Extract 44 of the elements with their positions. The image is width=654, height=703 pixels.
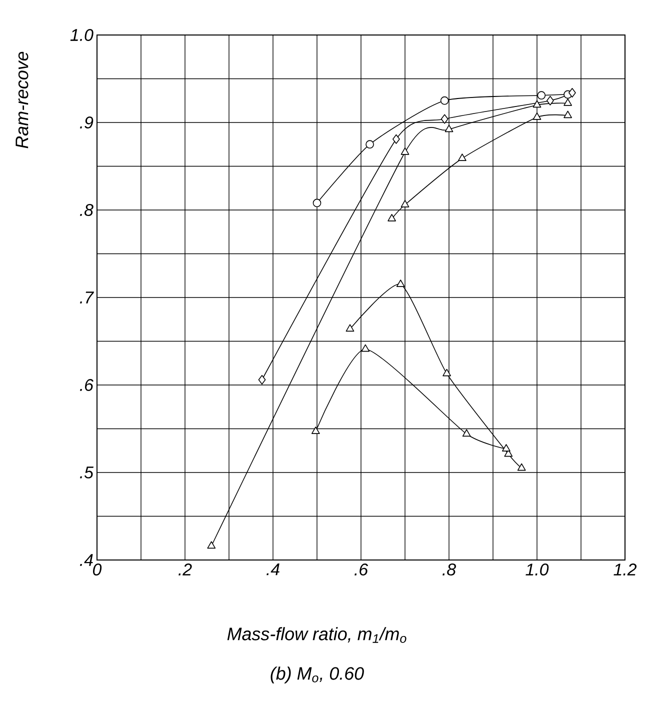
- point: [207, 541, 216, 549]
- point: [532, 100, 542, 108]
- x-tick-label: .2: [178, 564, 192, 576]
- point: [392, 134, 400, 144]
- x-tick-label: .6: [354, 564, 368, 576]
- point: [537, 91, 546, 100]
- y-tick-label: 1.0: [70, 28, 94, 41]
- point: [346, 324, 354, 332]
- point: [564, 98, 572, 106]
- y-tick-label: .6: [80, 379, 94, 391]
- point: [440, 96, 449, 105]
- y-tick-label: .9: [80, 116, 94, 128]
- y-tick-label: .5: [80, 466, 94, 478]
- point: [462, 429, 471, 437]
- point: [568, 88, 576, 98]
- x-axis-title: Mass-flow ratio, m$_{1}$/m$_{o}$: [227, 627, 406, 643]
- x-tick-label: .4: [266, 564, 280, 576]
- point: [440, 114, 448, 124]
- point: [564, 110, 572, 118]
- y-tick-label: .4: [80, 554, 93, 566]
- point: [532, 112, 542, 120]
- x-tick-label: 1.0: [526, 564, 549, 576]
- point: [396, 280, 405, 287]
- point: [388, 214, 396, 222]
- y-tick-label: .8: [80, 204, 94, 216]
- point: [400, 200, 410, 208]
- y-tick-label: .7: [80, 292, 94, 304]
- point: [361, 344, 370, 352]
- point: [546, 96, 554, 106]
- point: [400, 147, 410, 155]
- x-tick-label: .8: [442, 564, 456, 576]
- point: [502, 444, 510, 452]
- point: [442, 368, 451, 376]
- point: [517, 463, 526, 471]
- x-tick-label: 0: [93, 564, 102, 576]
- point: [458, 154, 466, 161]
- text: (b) M$_{o}$, 0.60: [270, 666, 364, 684]
- x-tick-label: 1.2: [614, 564, 637, 576]
- point: [311, 426, 320, 434]
- point: [258, 374, 266, 385]
- point: [366, 140, 374, 149]
- point: [444, 124, 454, 132]
- y-axis-title: Ram-recove: [16, 52, 28, 148]
- point: [312, 198, 322, 208]
